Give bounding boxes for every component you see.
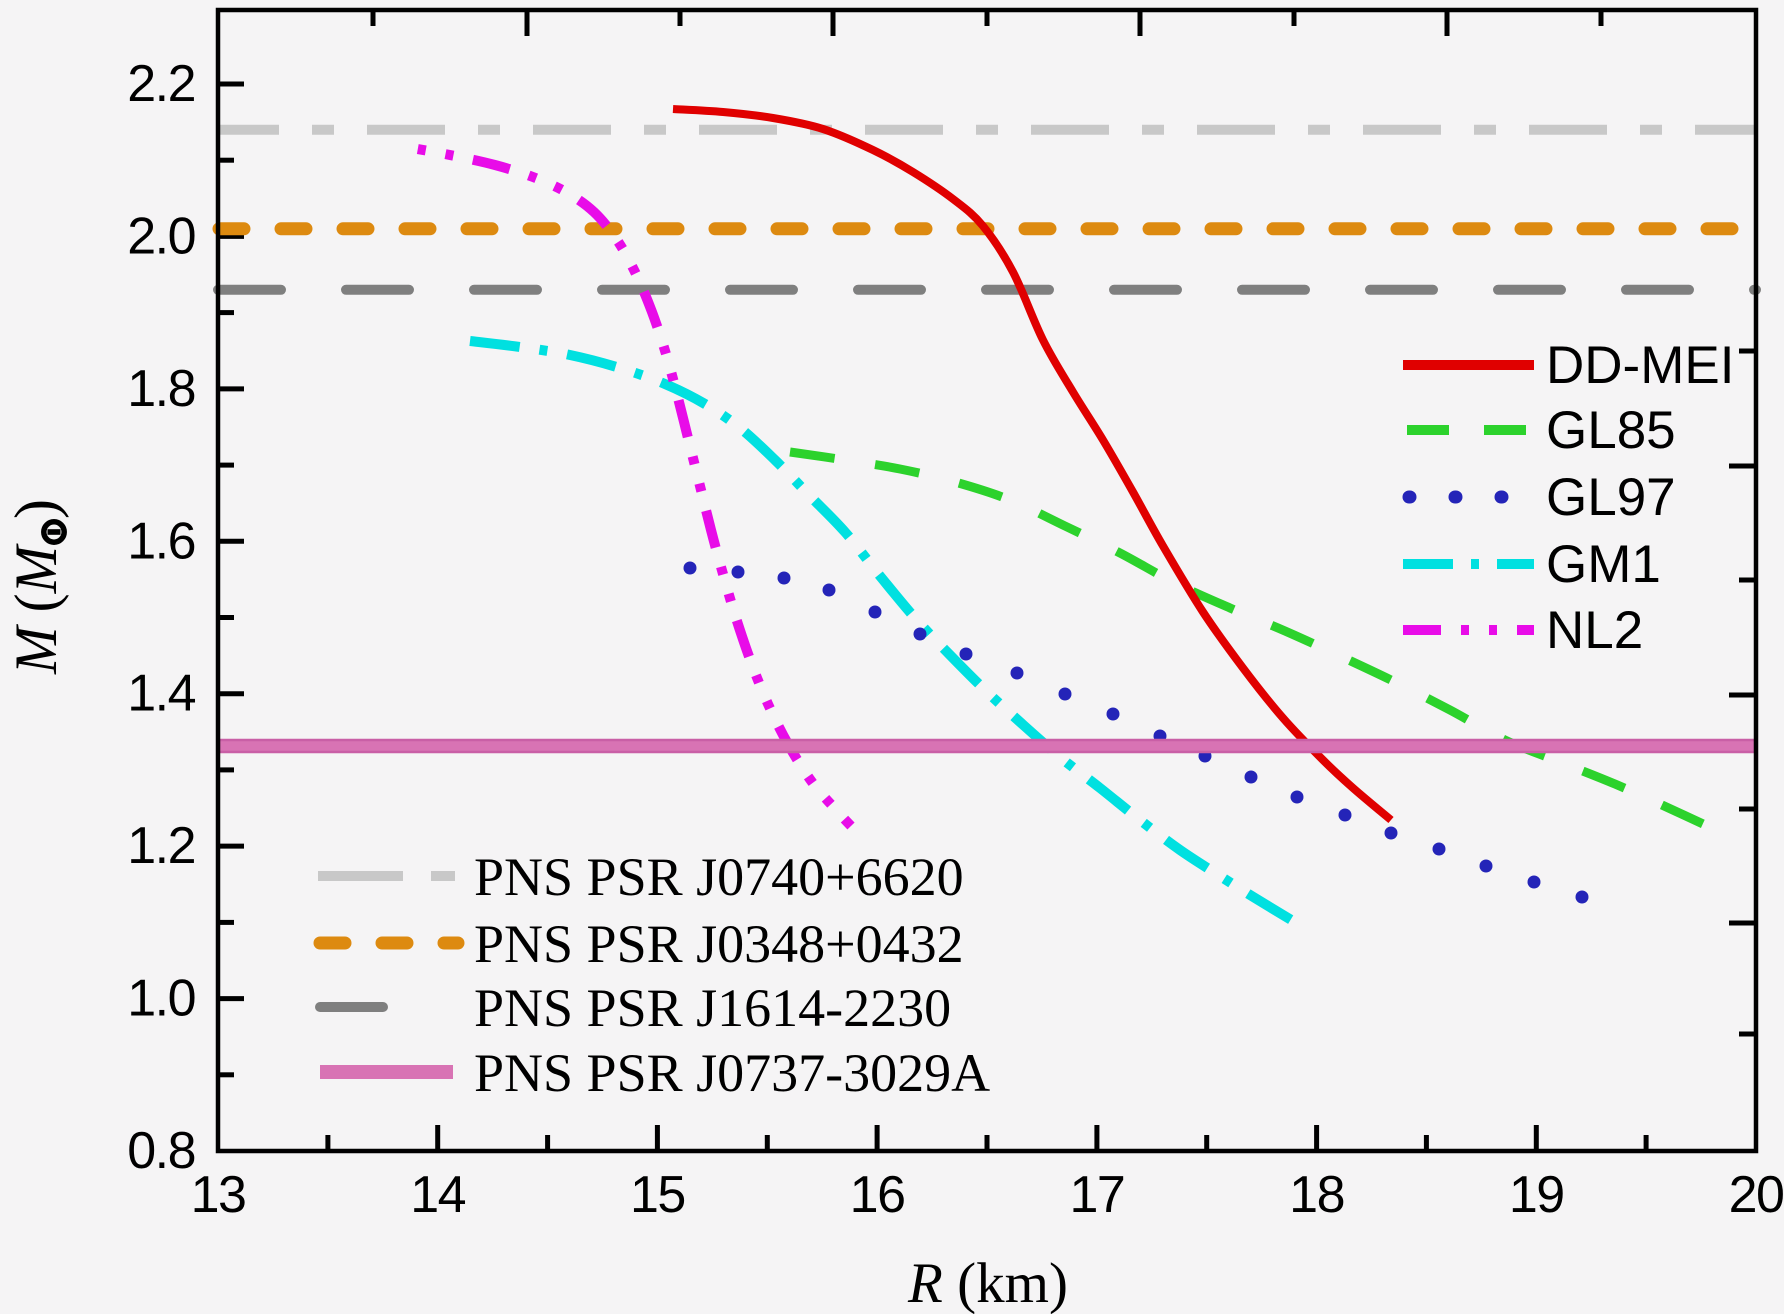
svg-text:16: 16 <box>850 1166 905 1224</box>
svg-text:17: 17 <box>1069 1166 1124 1224</box>
svg-text:1.8: 1.8 <box>127 360 195 418</box>
svg-text:2.0: 2.0 <box>127 207 195 265</box>
svg-text:PNS PSR J0740+6620: PNS PSR J0740+6620 <box>474 847 964 907</box>
svg-text:19: 19 <box>1509 1166 1564 1224</box>
svg-text:1.6: 1.6 <box>127 512 195 570</box>
svg-text:2.2: 2.2 <box>127 55 195 113</box>
svg-text:GM1: GM1 <box>1546 535 1661 594</box>
svg-text:1.2: 1.2 <box>127 817 195 875</box>
svg-text:15: 15 <box>630 1166 685 1224</box>
svg-text:18: 18 <box>1289 1166 1344 1224</box>
svg-text:PNS PSR J0737-3029A: PNS PSR J0737-3029A <box>474 1043 990 1103</box>
svg-text:1.4: 1.4 <box>127 665 195 723</box>
svg-text:PNS PSR J0348+0432: PNS PSR J0348+0432 <box>474 914 964 974</box>
svg-text:13: 13 <box>191 1166 246 1224</box>
svg-text:1.0: 1.0 <box>127 970 195 1028</box>
svg-text:NL2: NL2 <box>1546 601 1643 660</box>
svg-text:14: 14 <box>410 1166 465 1224</box>
svg-text:DD-MEI: DD-MEI <box>1546 336 1734 395</box>
svg-text:): ) <box>3 499 69 519</box>
svg-text:R (km): R (km) <box>907 1252 1068 1314</box>
svg-text:GL85: GL85 <box>1546 401 1676 460</box>
svg-text:20: 20 <box>1729 1166 1784 1224</box>
svg-text:M (M: M (M <box>3 543 69 675</box>
svg-text:0.8: 0.8 <box>127 1122 195 1180</box>
svg-text:GL97: GL97 <box>1546 468 1676 527</box>
svg-text:PNS PSR J1614-2230: PNS PSR J1614-2230 <box>474 978 951 1038</box>
